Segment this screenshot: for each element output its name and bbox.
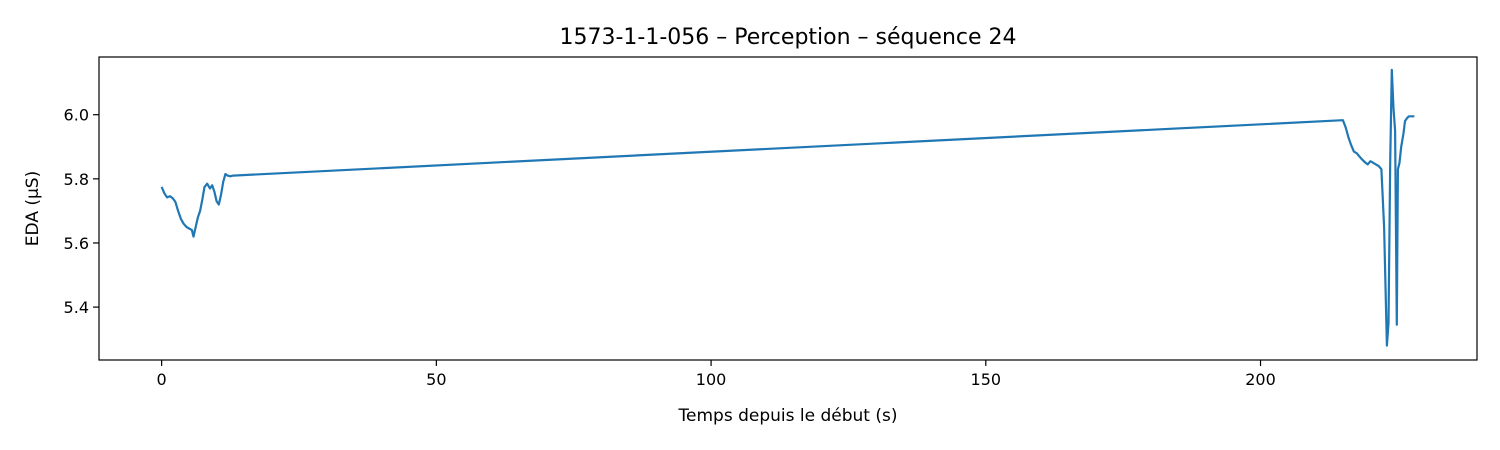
x-tick-label: 50 bbox=[426, 370, 446, 389]
y-tick-label: 5.4 bbox=[64, 298, 89, 317]
x-axis-label: Temps depuis le début (s) bbox=[678, 406, 898, 426]
x-tick-label: 150 bbox=[971, 370, 1002, 389]
series-line-0 bbox=[160, 68, 1415, 347]
x-tick-label: 0 bbox=[157, 370, 167, 389]
chart-title: 1573-1-1-056 – Perception – séquence 24 bbox=[559, 25, 1016, 50]
y-tick-label: 5.8 bbox=[64, 170, 89, 189]
x-tick-label: 200 bbox=[1245, 370, 1276, 389]
y-tick-label: 6.0 bbox=[64, 106, 89, 125]
plot-frame bbox=[98, 56, 1478, 361]
x-tick-label: 100 bbox=[696, 370, 727, 389]
y-tick-label: 5.6 bbox=[64, 234, 89, 253]
y-axis-label: EDA (µS) bbox=[23, 171, 43, 246]
